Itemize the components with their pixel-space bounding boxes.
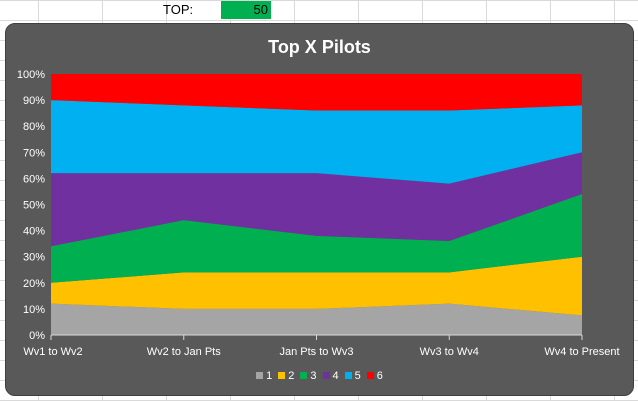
legend-swatch — [322, 372, 330, 379]
legend-label: 2 — [288, 370, 295, 382]
y-tick-label: 90% — [23, 95, 45, 107]
area-series-5[interactable] — [51, 100, 582, 184]
legend-swatch — [366, 372, 374, 379]
y-tick-label: 60% — [23, 173, 45, 185]
x-tick-label: Wv1 to Wv2 — [23, 346, 82, 358]
y-tick-label: 100% — [17, 69, 45, 81]
legend-label: 1 — [266, 370, 273, 382]
x-tick-label: Jan Pts to Wv3 — [280, 346, 354, 358]
legend-label: 3 — [310, 370, 317, 382]
chart-legend: 1 2 3 4 5 6 — [6, 370, 633, 382]
legend-item-4[interactable]: 4 — [322, 370, 339, 382]
legend-label: 5 — [354, 370, 361, 382]
y-tick-label: 20% — [23, 278, 45, 290]
y-tick-label: 10% — [23, 304, 45, 316]
area-series-4[interactable] — [51, 152, 582, 247]
legend-swatch — [256, 372, 264, 379]
area-series-1[interactable] — [51, 303, 582, 335]
chart-title: Top X Pilots — [268, 37, 371, 57]
x-tick-label: Wv2 to Jan Pts — [147, 346, 221, 358]
x-tick-label: Wv4 to Present — [544, 346, 619, 358]
legend-swatch — [344, 372, 352, 379]
top-label-cell[interactable]: TOP: — [163, 2, 194, 17]
y-tick-label: 30% — [23, 252, 45, 264]
area-series-6[interactable] — [51, 74, 582, 111]
y-tick-label: 50% — [23, 200, 45, 212]
y-tick-label: 40% — [23, 226, 45, 238]
legend-swatch — [300, 372, 308, 379]
legend-label: 6 — [376, 370, 383, 382]
area-series-3[interactable] — [51, 194, 582, 283]
x-tick-label: Wv3 to Wv4 — [420, 346, 479, 358]
legend-item-3[interactable]: 3 — [300, 370, 317, 382]
legend-item-1[interactable]: 1 — [256, 370, 272, 382]
y-tick-label: 0% — [29, 330, 45, 342]
top-value-cell[interactable]: 50 — [221, 1, 271, 19]
y-tick-label: 70% — [23, 147, 45, 159]
legend-swatch — [278, 372, 286, 379]
chart-plot: 0% 10% 20% 30% 40% 50% 60% 70% 80% 90% 100% Wv1 to … — [17, 69, 620, 358]
legend-item-6[interactable]: 6 — [366, 370, 383, 382]
area-series-2[interactable] — [51, 256, 582, 316]
y-tick-label: 80% — [23, 121, 45, 133]
legend-item-2[interactable]: 2 — [278, 370, 294, 382]
legend-label: 4 — [332, 370, 339, 382]
legend-item-5[interactable]: 5 — [344, 370, 361, 382]
chart-container[interactable]: Top X Pilots 0% 10% 20% 30% 40% 50% 60% 70% 80% 9… — [5, 23, 634, 396]
